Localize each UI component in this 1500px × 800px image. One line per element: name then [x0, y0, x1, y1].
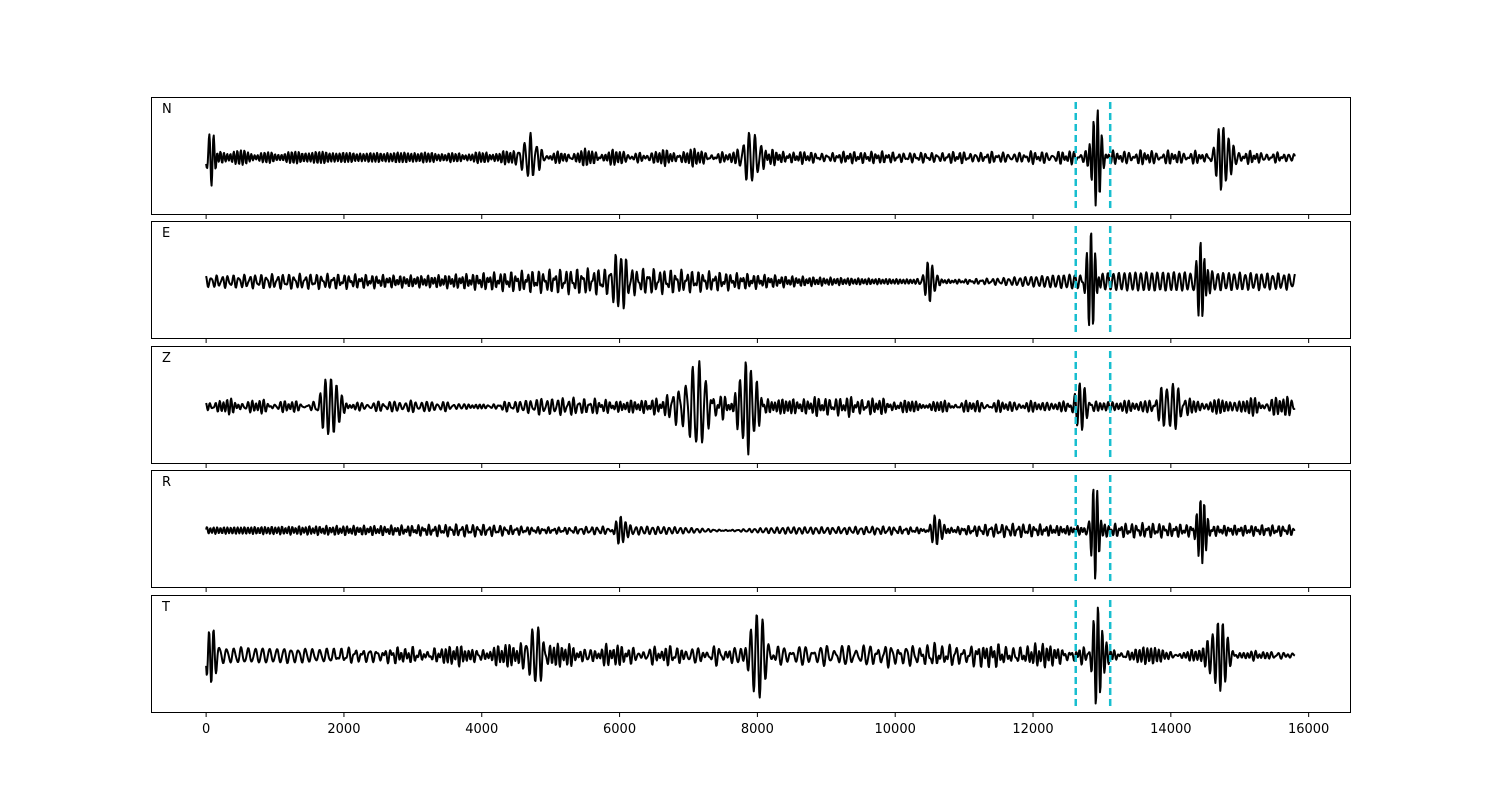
panel-frame: [151, 97, 1351, 215]
x-tick-label: 16000: [1288, 722, 1329, 737]
panel-e: E: [151, 221, 1351, 343]
panel-frame: [151, 221, 1351, 339]
panel-frame: [151, 346, 1351, 464]
trace-e: [205, 232, 1296, 327]
panel-t: T: [151, 595, 1351, 717]
panel-z: Z: [151, 346, 1351, 468]
x-tick-label: 4000: [465, 722, 498, 737]
x-tick-label: 10000: [875, 722, 916, 737]
panel-frame: [151, 595, 1351, 713]
panel-label: T: [161, 600, 170, 615]
panel-frame: [151, 470, 1351, 588]
trace-z: [205, 360, 1296, 456]
x-tick-label: 2000: [327, 722, 360, 737]
x-axis: 0 2000 4000 6000 8000 10000 12000 14000 16000: [202, 722, 1329, 737]
x-tick-label: 8000: [741, 722, 774, 737]
panel-r: R: [151, 470, 1351, 592]
x-tick-label: 14000: [1150, 722, 1191, 737]
x-tick-label: 6000: [603, 722, 636, 737]
panel-label: E: [162, 226, 170, 241]
trace-n: [205, 109, 1296, 207]
panel-label: R: [162, 475, 171, 490]
trace-r: [205, 488, 1296, 580]
trace-t: [205, 606, 1296, 705]
panel-label: N: [162, 102, 172, 117]
panel-n: N: [151, 97, 1351, 219]
x-tick-label: 12000: [1012, 722, 1053, 737]
panel-label: Z: [162, 351, 171, 366]
x-tick-label: 0: [202, 722, 210, 737]
panel-stack: N E Z R T: [151, 97, 1351, 717]
